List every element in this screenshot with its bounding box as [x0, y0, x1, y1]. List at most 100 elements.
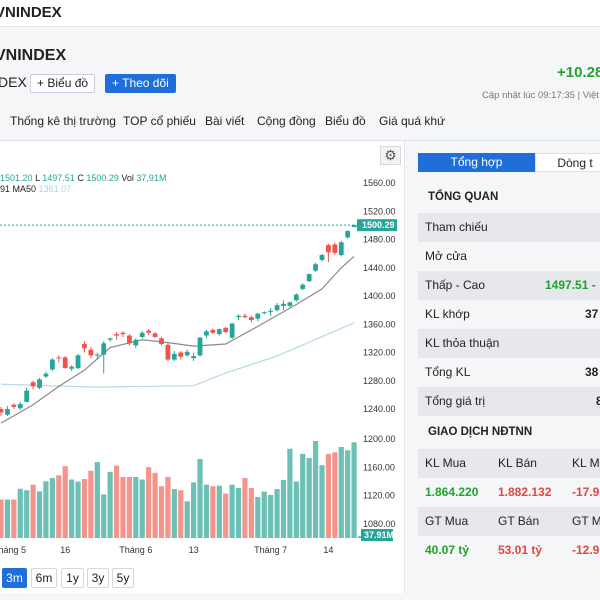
chart-button[interactable]: + Biểu đồ	[30, 74, 96, 93]
candle-body	[191, 356, 196, 359]
candle-body	[197, 337, 203, 356]
candle-body	[332, 244, 338, 253]
candle-body	[56, 357, 62, 359]
price-tick: 1440.00	[363, 263, 396, 273]
x-tick: Tháng 7	[254, 545, 287, 555]
volume-bar	[242, 477, 248, 538]
candle-body	[184, 351, 190, 356]
x-tick: Tháng 6	[119, 545, 152, 555]
candle-body	[159, 338, 164, 345]
volume-bar	[332, 452, 338, 538]
candle-body	[94, 354, 100, 356]
price-tick: 1360.00	[363, 319, 396, 329]
range-3m[interactable]: 3m	[2, 568, 27, 588]
price-tick: 1520.00	[363, 206, 396, 216]
overview-row: Thấp - Cao 1497.51 -	[418, 271, 600, 300]
candle-body	[300, 284, 306, 289]
row-label: Thấp - Cao	[425, 278, 486, 292]
volume-bar	[197, 458, 203, 538]
volume-bar	[203, 484, 210, 538]
candle-body	[178, 352, 184, 357]
candle-body	[255, 313, 261, 319]
nav-top-stocks[interactable]: TOP cổ phiếu	[123, 114, 196, 128]
overview-row: Tổng KL 38	[418, 358, 600, 387]
price-tick: 1320.00	[363, 348, 396, 358]
volume-bar	[4, 499, 11, 538]
range-5y[interactable]: 5y	[112, 568, 134, 588]
volume-tick: 1160.00	[363, 462, 395, 472]
volume-bar	[268, 494, 274, 538]
candle-body	[319, 255, 325, 260]
overview-row: Tổng giá trị 8	[418, 387, 600, 416]
candle-body	[0, 409, 4, 413]
volume-bar	[287, 448, 293, 538]
ohlc-legend: 1501.20 L 1497.51 C 1500.29 Vol 37,91M	[0, 173, 167, 183]
candle-body	[152, 333, 158, 337]
row-value: 38	[585, 365, 599, 379]
row-label: Tổng giá trị	[425, 394, 486, 408]
volume-bar	[120, 476, 126, 538]
volume-bar	[319, 465, 325, 538]
plus-icon: +	[37, 76, 48, 90]
page-title: VNINDEX	[0, 47, 67, 64]
change-value: +10.28	[557, 64, 600, 81]
volume-bar	[126, 476, 132, 538]
volume-tick: 1200.00	[363, 434, 396, 444]
nav-community[interactable]: Cộng đồng	[257, 114, 316, 128]
candle-body	[165, 344, 171, 360]
candle-body	[62, 357, 68, 369]
updated-time: Cập nhật lúc 09:17:35 | Việt	[482, 90, 599, 101]
candle-body	[242, 315, 248, 318]
overview-row: KL thỏa thuận	[418, 329, 600, 358]
tab-flow[interactable]: Dòng t	[535, 153, 600, 172]
range-3y[interactable]: 3y	[87, 568, 109, 588]
candle-body	[351, 225, 357, 228]
volume-bar	[158, 486, 165, 538]
volume-bar	[94, 462, 100, 538]
candle-body	[306, 274, 312, 282]
tab-summary[interactable]: Tổng hợp	[418, 153, 535, 172]
nav-chart[interactable]: Biểu đồ	[325, 114, 366, 128]
candle-body	[88, 349, 94, 356]
volume-bar	[338, 446, 344, 538]
volume-bar	[191, 482, 197, 538]
price-chart[interactable]: 1560.00 1520.00 1480.00 1440.00 1400.00 1360.…	[0, 141, 405, 561]
row-label: KL thỏa thuận	[425, 336, 500, 350]
gear-icon[interactable]: ⚙	[380, 146, 401, 165]
volume-bar	[101, 494, 107, 538]
volume-bar	[139, 479, 145, 538]
range-6m[interactable]: 6m	[31, 568, 57, 588]
candle-body	[229, 323, 235, 338]
volume-bar	[0, 499, 4, 538]
last-price-tag	[357, 219, 397, 232]
candle-body	[101, 343, 107, 355]
x-tick: 16	[60, 545, 70, 555]
range-1y[interactable]: 1y	[61, 568, 84, 588]
chart-panel: ⚙ 1501.20 L 1497.51 C 1500.29 Vol 37,91M…	[0, 141, 405, 593]
candle-body	[261, 312, 267, 314]
volume-bar	[81, 479, 88, 538]
x-tick: 13	[189, 545, 199, 555]
follow-button[interactable]: + Theo dõi	[105, 74, 176, 93]
nav-articles[interactable]: Bài viết	[205, 114, 245, 128]
overview-row: Tham chiếu	[418, 213, 600, 242]
last-price-label: 1500.29	[362, 220, 395, 230]
volume-tick: 1080.00	[363, 519, 396, 529]
volume-bar	[210, 486, 216, 538]
volume-bar	[293, 481, 299, 538]
candle-body	[268, 310, 274, 312]
candle-body	[82, 344, 87, 349]
volume-bar	[178, 490, 184, 538]
candle-body	[24, 390, 30, 402]
candle-body	[120, 332, 126, 335]
volume-bar	[36, 491, 43, 538]
row-label: KL khớp	[425, 307, 470, 321]
nav-history[interactable]: Giá quá khứ	[379, 114, 446, 128]
row-label: Tổng KL	[425, 365, 471, 379]
volume-bar	[248, 487, 254, 538]
volume-bar	[306, 457, 312, 538]
x-tick: 14	[323, 545, 333, 555]
nav-market-stats[interactable]: Thống kê thị trường	[10, 114, 116, 128]
volume-bar	[345, 450, 351, 538]
candle-body	[216, 329, 222, 335]
